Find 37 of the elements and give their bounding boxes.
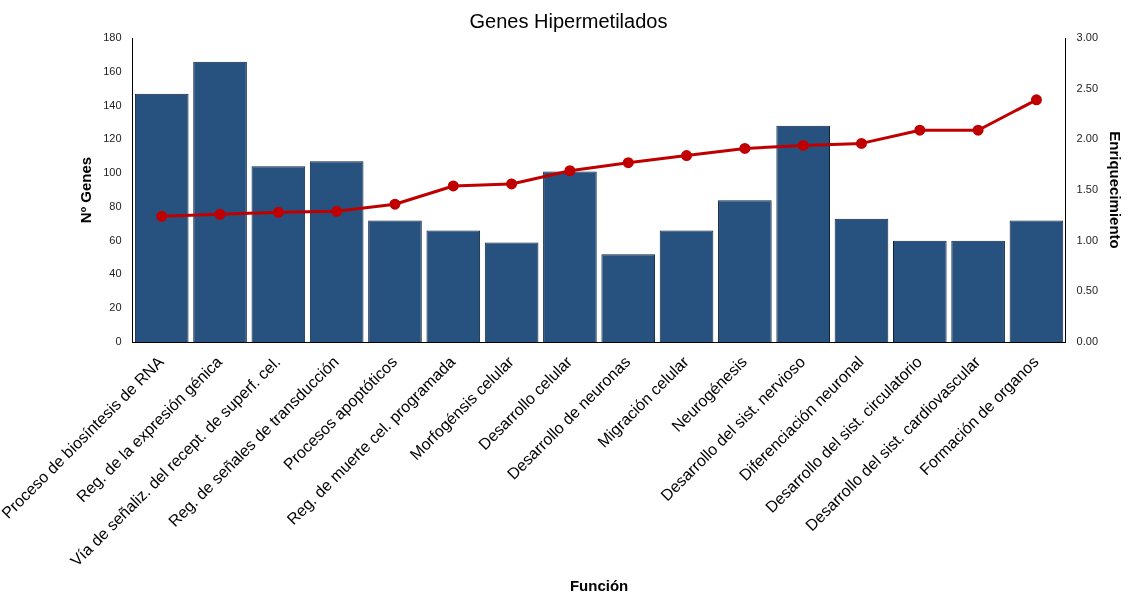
point (331, 205, 343, 217)
y2-tick-label: 1.50 (1076, 183, 1099, 196)
y-tick-label: 40 (109, 267, 122, 280)
y-tick-label: 80 (109, 199, 122, 212)
y2-tick-label: 3.00 (1076, 31, 1099, 44)
y-tick-label: 20 (109, 301, 122, 314)
y2-axis-title: Enriquecimiento (1106, 131, 1124, 249)
y-tick-label: 160 (103, 64, 122, 77)
point (1030, 94, 1042, 106)
y-tick-label: 60 (109, 233, 122, 246)
y2-tick-label: 0.00 (1076, 335, 1099, 348)
y-tick-label: 100 (103, 166, 122, 179)
y-tick-label: 140 (103, 98, 122, 111)
y-tick-label: 180 (103, 31, 122, 44)
point (739, 142, 751, 154)
point (506, 178, 518, 190)
y2-tick-label: 2.50 (1076, 81, 1099, 94)
y-tick-label: 120 (103, 132, 122, 145)
y2-tick-label: 2.00 (1076, 132, 1099, 145)
point (914, 124, 926, 136)
point (972, 124, 984, 136)
point (389, 198, 401, 210)
point (272, 206, 284, 218)
point (447, 180, 459, 192)
x-axis-title: Función (569, 577, 629, 595)
point (156, 210, 168, 222)
y-axis-title: Nº Genes (77, 156, 95, 224)
chart-title: Genes Hipermetilados (469, 9, 668, 32)
point (681, 150, 693, 162)
y2-tick-label: 0.50 (1076, 284, 1099, 297)
point (622, 157, 634, 169)
y2-tick-label: 1.00 (1076, 233, 1099, 246)
point (855, 137, 867, 149)
y-tick-label: 0 (115, 335, 122, 348)
point (214, 208, 226, 220)
point (564, 165, 576, 177)
point (797, 139, 809, 151)
